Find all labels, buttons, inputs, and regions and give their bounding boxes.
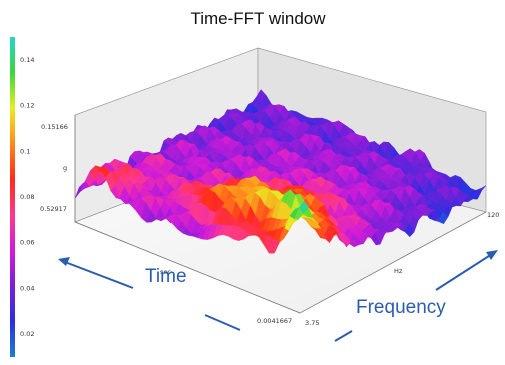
y-axis-line	[74, 221, 301, 314]
x-axis-label: Hz	[394, 267, 403, 275]
colorbar: 0.14 0.12 0.1 0.08 0.06 0.04 0.02	[10, 37, 34, 357]
colorbar-tick-labels: 0.14 0.12 0.1 0.08 0.06 0.04 0.02	[20, 56, 34, 338]
fft-surface	[74, 89, 487, 254]
time-annotation: Time	[58, 257, 241, 331]
frequency-dash-line	[334, 330, 353, 342]
colorbar-tick-label: 0.14	[20, 56, 34, 64]
y-tick-label-start: 0.52917	[40, 205, 67, 213]
time-annotation-label: Time	[145, 266, 187, 287]
x-axis-line	[299, 211, 487, 314]
x-tick-label-start: 3.75	[305, 319, 319, 327]
y-tick-label-end: 0.0041667	[257, 317, 292, 325]
z-tick-label: 0.15166	[41, 123, 68, 131]
frequency-annotation: Frequency	[334, 250, 498, 342]
time-arrow-line	[64, 261, 134, 289]
chart-title: Time-FFT window	[190, 9, 326, 28]
y-axis-label: sec	[160, 268, 171, 276]
colorbar-tick-label: 0.1	[20, 147, 30, 155]
colorbar-tick-label: 0.12	[20, 102, 34, 110]
frequency-arrow-line	[435, 253, 493, 291]
frequency-arrow-head	[486, 250, 498, 260]
axis-labels: g 0.15166 0.52917 sec 0.0041667 3.75 Hz …	[40, 123, 499, 327]
colorbar-tick-label: 0.06	[20, 239, 34, 247]
surface-cell	[294, 201, 305, 210]
colorbar-tick-label: 0.02	[20, 330, 34, 338]
colorbar-tick-label: 0.04	[20, 284, 34, 292]
time-arrow-head	[58, 257, 70, 266]
colorbar-tick-label: 0.08	[20, 193, 34, 201]
x-tick-label-end: 120	[487, 211, 499, 219]
colorbar-strip	[10, 37, 15, 357]
time-dash-line	[204, 314, 241, 331]
z-axis-label: g	[63, 164, 67, 172]
frequency-annotation-label: Frequency	[356, 297, 446, 318]
